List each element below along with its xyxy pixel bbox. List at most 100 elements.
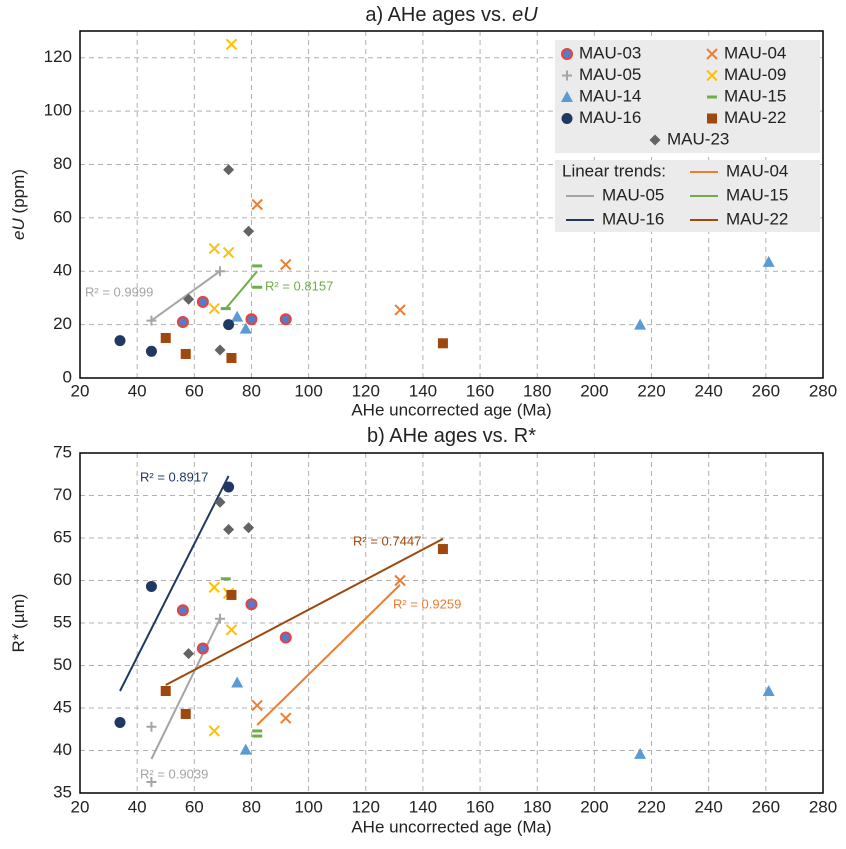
text-part: eU <box>512 4 538 26</box>
legend-label: MAU-14 <box>579 86 641 105</box>
marker <box>196 295 209 308</box>
marker <box>176 604 189 617</box>
x-tick-label: 280 <box>809 797 837 816</box>
legend-marker <box>649 134 661 146</box>
marker <box>223 319 235 331</box>
chart-title: b) AHe ages vs. R* <box>367 425 536 447</box>
x-tick-label: 200 <box>580 381 608 400</box>
x-tick-label: 80 <box>242 797 261 816</box>
marker <box>231 310 244 322</box>
marker <box>231 676 244 688</box>
marker <box>239 743 252 755</box>
marker <box>762 685 775 696</box>
marker <box>180 348 191 359</box>
legend-marker <box>561 113 573 124</box>
marker <box>437 544 448 555</box>
y-axis-title: eU (ppm) <box>9 169 28 240</box>
marker <box>279 313 292 326</box>
marker <box>634 747 647 759</box>
legend-marker <box>706 48 718 60</box>
legend-label: MAU-16 <box>602 209 664 228</box>
chart-title: a) AHe ages vs. eU <box>365 4 538 26</box>
y-tick-label: 50 <box>53 655 72 674</box>
y-tick-label: 0 <box>63 367 72 386</box>
marker <box>114 335 126 347</box>
legend-label: MAU-04 <box>724 43 786 62</box>
y-tick-label: 20 <box>53 314 72 333</box>
y-tick-label: 75 <box>53 442 72 461</box>
marker <box>145 345 157 357</box>
marker <box>394 304 406 316</box>
x-tick-label: 120 <box>352 797 380 816</box>
legend-box <box>555 40 820 153</box>
x-tick-label: 220 <box>637 797 665 816</box>
y-tick-label: 70 <box>53 485 72 504</box>
trend-line <box>150 270 221 322</box>
legend-label: MAU-09 <box>724 65 786 84</box>
marker <box>226 589 237 600</box>
marker <box>146 315 157 326</box>
r-squared-label: R² = 0.7447 <box>353 533 421 548</box>
marker <box>239 322 252 334</box>
marker <box>208 302 221 315</box>
marker <box>215 613 226 624</box>
marker <box>215 266 226 277</box>
x-tick-label: 100 <box>294 797 322 816</box>
y-tick-label: 40 <box>53 740 72 759</box>
marker <box>245 313 258 326</box>
x-tick-label: 180 <box>523 381 551 400</box>
trend-line <box>165 537 444 686</box>
y-tick-label: 55 <box>53 612 72 631</box>
legend-label: MAU-05 <box>579 65 641 84</box>
x-tick-label: 60 <box>185 381 204 400</box>
x-tick-label: 160 <box>466 381 494 400</box>
plot-frame <box>79 30 824 379</box>
marker <box>437 338 448 349</box>
x-tick-label: 100 <box>294 381 322 400</box>
x-tick-label: 140 <box>409 797 437 816</box>
marker <box>762 255 775 267</box>
legend-marker <box>706 69 718 82</box>
marker <box>243 225 255 237</box>
marker <box>145 580 157 592</box>
trend-line <box>224 270 258 310</box>
marker <box>160 332 171 343</box>
r-squared-label: R² = 0.8917 <box>140 469 208 484</box>
x-tick-label: 220 <box>637 381 665 400</box>
y-tick-label: 65 <box>53 527 72 546</box>
y-tick-label: 80 <box>53 154 72 173</box>
legend-label: MAU-05 <box>602 185 664 204</box>
legend-label: MAU-15 <box>726 185 788 204</box>
text-part: eU <box>9 217 28 239</box>
y-tick-label: 60 <box>53 207 72 226</box>
y-tick-label: 60 <box>53 570 72 589</box>
x-tick-label: 240 <box>695 797 723 816</box>
text-part: (ppm) <box>9 169 28 213</box>
marker <box>208 725 221 737</box>
marker <box>279 631 292 644</box>
legend-label: MAU-22 <box>726 209 788 228</box>
marker <box>225 624 238 636</box>
marker <box>214 496 226 508</box>
x-tick-label: 20 <box>71 381 90 400</box>
x-tick-label: 40 <box>128 797 147 816</box>
legend-marker <box>707 113 717 124</box>
marker <box>251 198 263 211</box>
legend-label: MAU-16 <box>579 108 641 127</box>
trend-line <box>256 584 401 726</box>
y-tick-label: 35 <box>53 782 72 801</box>
x-tick-label: 160 <box>466 797 494 816</box>
marker <box>225 38 238 51</box>
marker <box>176 315 189 328</box>
r-squared-label: R² = 0.9039 <box>140 766 208 781</box>
marker <box>245 598 258 611</box>
x-tick-label: 120 <box>352 381 380 400</box>
marker <box>223 164 235 176</box>
marker <box>222 246 235 259</box>
marker <box>634 318 647 330</box>
x-axis-title: AHe uncorrected age (Ma) <box>351 817 551 836</box>
y-axis-title: R* (µm) <box>9 594 28 653</box>
marker <box>214 344 226 356</box>
marker <box>394 574 406 587</box>
